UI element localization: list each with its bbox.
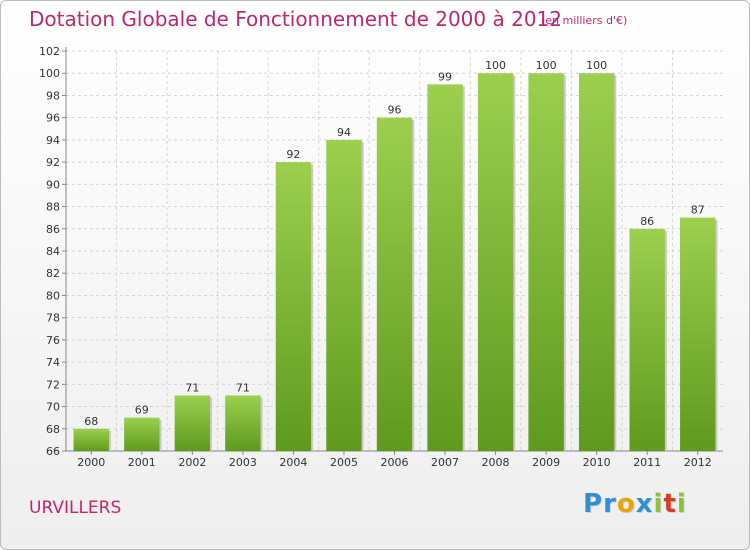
bar-2008 xyxy=(477,73,514,451)
x-tick-label: 2005 xyxy=(330,456,358,469)
y-tick-label: 68 xyxy=(46,423,60,436)
y-tick-label: 84 xyxy=(46,245,60,258)
x-tick-label: 2007 xyxy=(431,456,459,469)
bar-2001 xyxy=(124,417,160,451)
bar-value-label: 71 xyxy=(236,381,250,394)
bar-value-label: 100 xyxy=(485,59,506,72)
x-tick-label: 2006 xyxy=(381,456,409,469)
bar-value-label: 94 xyxy=(337,126,351,139)
y-tick-label: 88 xyxy=(46,201,60,214)
brand-letter: o xyxy=(616,489,636,519)
y-tick-label: 66 xyxy=(46,445,60,458)
y-tick-label: 102 xyxy=(39,45,60,58)
x-tick-label: 2011 xyxy=(633,456,661,469)
bar-value-label: 100 xyxy=(586,59,607,72)
y-tick-label: 86 xyxy=(46,223,60,236)
bar-2010 xyxy=(578,73,615,451)
y-tick-label: 98 xyxy=(46,89,60,102)
bar-2000 xyxy=(73,428,109,451)
bar-value-label: 92 xyxy=(286,148,300,161)
commune-name: URVILLERS xyxy=(29,498,122,518)
bar-value-label: 96 xyxy=(388,104,402,117)
y-tick-label: 100 xyxy=(39,67,60,80)
y-tick-label: 92 xyxy=(46,156,60,169)
bar-value-label: 99 xyxy=(438,70,452,83)
bar-2004 xyxy=(275,162,312,451)
y-tick-label: 90 xyxy=(46,178,60,191)
bar-2003 xyxy=(225,395,261,451)
bar-2009 xyxy=(528,73,564,451)
bar-2002 xyxy=(174,395,211,451)
x-tick-label: 2004 xyxy=(279,456,307,469)
chart-title: Dotation Globale de Fonctionnement de 20… xyxy=(29,7,562,31)
y-tick-label: 72 xyxy=(46,378,60,391)
brand-letter: i xyxy=(653,489,664,519)
y-tick-label: 78 xyxy=(46,312,60,325)
y-tick-label: 70 xyxy=(46,401,60,414)
bar-2012 xyxy=(680,217,716,451)
bars xyxy=(73,73,718,452)
x-tick-label: 2009 xyxy=(532,456,560,469)
y-tick-label: 96 xyxy=(46,112,60,125)
chart-unit: (en milliers d'€) xyxy=(541,14,628,27)
y-tick-label: 74 xyxy=(46,356,60,369)
bar-value-label: 87 xyxy=(691,204,705,217)
brand-letter: x xyxy=(635,489,654,519)
y-tick-label: 94 xyxy=(46,134,60,147)
x-tick-label: 2002 xyxy=(178,456,206,469)
bar-2011 xyxy=(629,228,665,451)
x-tick-label: 2012 xyxy=(684,456,712,469)
bar-value-label: 69 xyxy=(135,404,149,417)
x-tick-label: 2000 xyxy=(77,456,105,469)
x-tick-label: 2010 xyxy=(583,456,611,469)
x-tick-label: 2003 xyxy=(229,456,257,469)
bar-value-label: 71 xyxy=(185,381,199,394)
x-tick-label: 2001 xyxy=(128,456,156,469)
bar-value-label: 100 xyxy=(536,59,557,72)
bar-value-label: 68 xyxy=(84,415,98,428)
y-tick-label: 80 xyxy=(46,289,60,302)
proxiti-logo: Proxiti xyxy=(583,489,687,519)
bar-2007 xyxy=(427,84,463,451)
y-tick-label: 82 xyxy=(46,267,60,280)
x-tick-label: 2008 xyxy=(482,456,510,469)
bar-value-label: 86 xyxy=(640,215,654,228)
brand-letter: r xyxy=(603,489,617,519)
labels: 66 68 70 72 74 76 78 80 82 84 86 88 90 92 94 96 98 100 102… xyxy=(39,45,712,469)
y-tick-label: 76 xyxy=(46,334,60,347)
brand-letter: t xyxy=(663,489,677,519)
brand-letter: i xyxy=(676,489,687,519)
bar-2005 xyxy=(326,139,362,451)
bar-2006 xyxy=(376,117,413,452)
brand-letter: P xyxy=(583,489,604,519)
